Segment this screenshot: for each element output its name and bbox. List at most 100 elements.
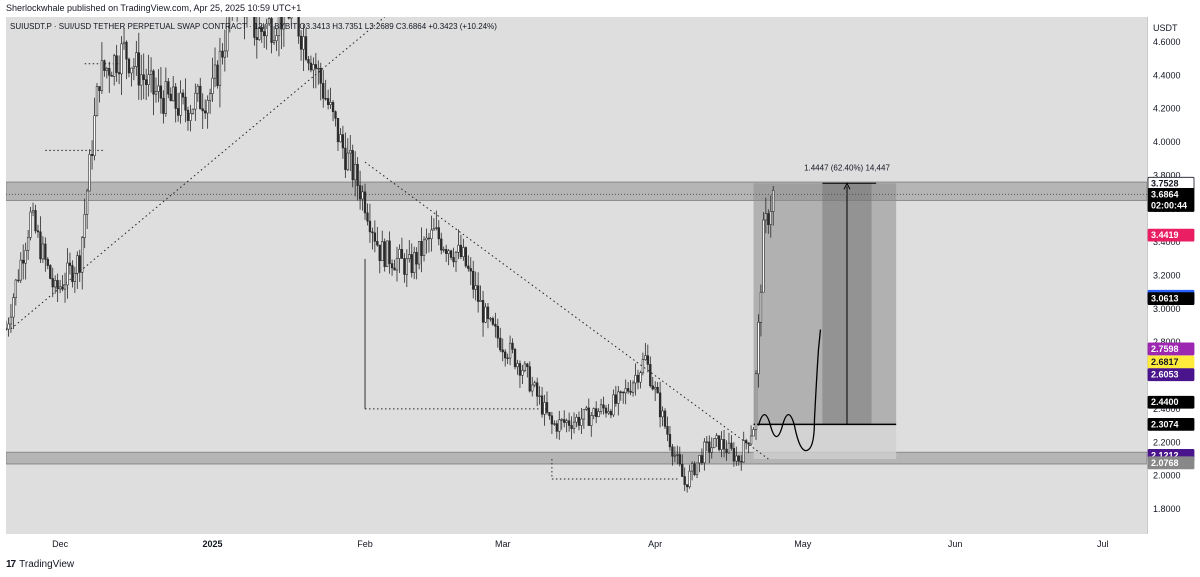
candle-body <box>540 395 544 415</box>
candle-body <box>543 402 546 415</box>
candle-body <box>730 442 733 449</box>
candle-body <box>63 284 67 290</box>
candle-body <box>199 85 202 110</box>
candle-body <box>297 17 300 37</box>
candle-body <box>378 244 381 262</box>
candle-body <box>34 210 37 232</box>
candle-body <box>191 108 195 114</box>
candle-body <box>388 240 391 264</box>
price-tag-label: 3.6864 <box>1151 189 1179 199</box>
candle-body <box>376 240 379 246</box>
candle-body <box>152 70 155 95</box>
candle-body <box>742 440 745 463</box>
y-tick-label: 2.0000 <box>1153 471 1181 481</box>
candle-body <box>132 66 136 69</box>
candle-body <box>46 259 49 266</box>
candle-body <box>762 219 765 293</box>
price-axis[interactable] <box>1147 17 1200 534</box>
candle-body <box>14 279 17 298</box>
candle-body <box>533 382 536 386</box>
candle-body <box>563 419 566 423</box>
candle-body <box>570 425 573 429</box>
currency-label: USDT <box>1153 23 1178 33</box>
candle-body <box>464 247 468 267</box>
x-tick-label: Jul <box>1097 539 1109 549</box>
candle-body <box>329 101 332 105</box>
candle-body <box>19 259 22 281</box>
candle-body <box>467 265 470 269</box>
candle-body <box>445 249 448 254</box>
candle-body <box>78 255 81 273</box>
candle-body <box>181 92 185 98</box>
candle-body <box>358 185 362 200</box>
candle-body <box>36 230 40 233</box>
candle-body <box>752 429 755 437</box>
candle-body <box>673 454 677 457</box>
candle-body <box>420 241 423 256</box>
candle-body <box>602 404 605 409</box>
time-axis[interactable] <box>6 534 1147 556</box>
candle-body <box>452 257 455 263</box>
candle-body <box>592 408 595 416</box>
candle-body <box>336 118 340 143</box>
candle-body <box>324 98 327 100</box>
candle-body <box>481 300 485 323</box>
candle-body <box>590 415 593 426</box>
candle-body <box>654 387 657 390</box>
candle-body <box>518 363 522 376</box>
candle-body <box>560 419 563 421</box>
candle-body <box>22 259 25 264</box>
candle-body <box>447 250 450 254</box>
candle-body <box>504 351 507 359</box>
candle-body <box>440 238 443 251</box>
price-tag-label: 2.3074 <box>1151 419 1179 429</box>
y-tick-label: 2.8000 <box>1153 337 1181 347</box>
candle-body <box>491 318 495 325</box>
plot-layer: 1.4447 (62.40%) 14,447 <box>6 0 1147 493</box>
candle-body <box>676 454 679 456</box>
candle-body <box>204 110 207 114</box>
candle-body <box>142 74 145 80</box>
candle-body <box>120 43 123 75</box>
candle-body <box>267 18 271 25</box>
candle-body <box>339 134 342 143</box>
candle-body <box>208 93 212 101</box>
y-tick-label: 2.4000 <box>1153 404 1181 414</box>
candle-body <box>442 249 445 251</box>
candle-body <box>334 111 337 119</box>
y-tick-label: 3.0000 <box>1153 304 1181 314</box>
candle-body <box>735 455 738 462</box>
candle-body <box>636 374 640 383</box>
candle-body <box>614 394 618 404</box>
candle-body <box>671 446 674 457</box>
x-tick-label: 2025 <box>203 539 223 549</box>
candle-body <box>558 419 561 432</box>
candle-body <box>331 101 335 113</box>
candle-body <box>705 441 708 443</box>
projection-label: 1.4447 (62.40%) 14,447 <box>804 163 890 172</box>
candle-body <box>476 285 480 302</box>
candle-body <box>260 27 263 32</box>
candle-body <box>258 27 261 40</box>
tradingview-logo-icon: 17 <box>6 559 16 570</box>
candle-body <box>234 0 236 1</box>
candle-body <box>474 285 477 290</box>
candle-body <box>226 17 229 52</box>
candle-body <box>759 291 763 323</box>
candle-body <box>371 231 374 234</box>
candle-body <box>149 70 153 75</box>
candle-body <box>727 442 731 454</box>
price-tag-label: 2.6817 <box>1151 357 1179 367</box>
candle-body <box>725 448 728 454</box>
footer-brand: TradingView <box>19 559 75 570</box>
candle-body <box>639 372 642 383</box>
candle-body <box>757 321 760 375</box>
price-tag-label: 2.4400 <box>1151 397 1179 407</box>
candle-body <box>213 64 217 79</box>
candle-body <box>93 115 96 156</box>
candle-body <box>408 254 411 260</box>
candle-body <box>772 190 775 212</box>
candle-body <box>117 72 121 75</box>
x-tick-label: Apr <box>648 539 662 549</box>
